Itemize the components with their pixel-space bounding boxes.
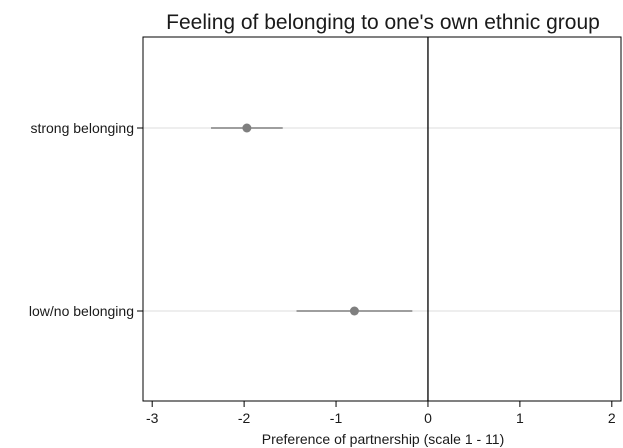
- x-tick-label: -3: [146, 410, 159, 426]
- chart-title: Feeling of belonging to one's own ethnic…: [166, 11, 600, 34]
- y-tick-label: low/no belonging: [29, 303, 134, 319]
- gridlines: [143, 127, 621, 312]
- x-tick-label: 2: [608, 410, 616, 426]
- point-estimates: [242, 123, 359, 316]
- x-axis-label: Preference of partnership (scale 1 - 11): [262, 431, 505, 447]
- x-tick-label: -1: [330, 410, 343, 426]
- plot-frame: [142, 36, 622, 402]
- y-axis: strong belonging low/no belonging: [29, 120, 143, 319]
- x-axis: -3 -2 -1 0 1 2: [146, 401, 616, 426]
- point-estimate: [349, 306, 359, 316]
- x-tick-label: 1: [516, 410, 524, 426]
- x-tick-label: 0: [424, 410, 432, 426]
- x-tick-label: -2: [238, 410, 251, 426]
- confidence-intervals: [211, 127, 413, 312]
- point-estimate: [242, 123, 252, 133]
- y-tick-label: strong belonging: [30, 120, 134, 136]
